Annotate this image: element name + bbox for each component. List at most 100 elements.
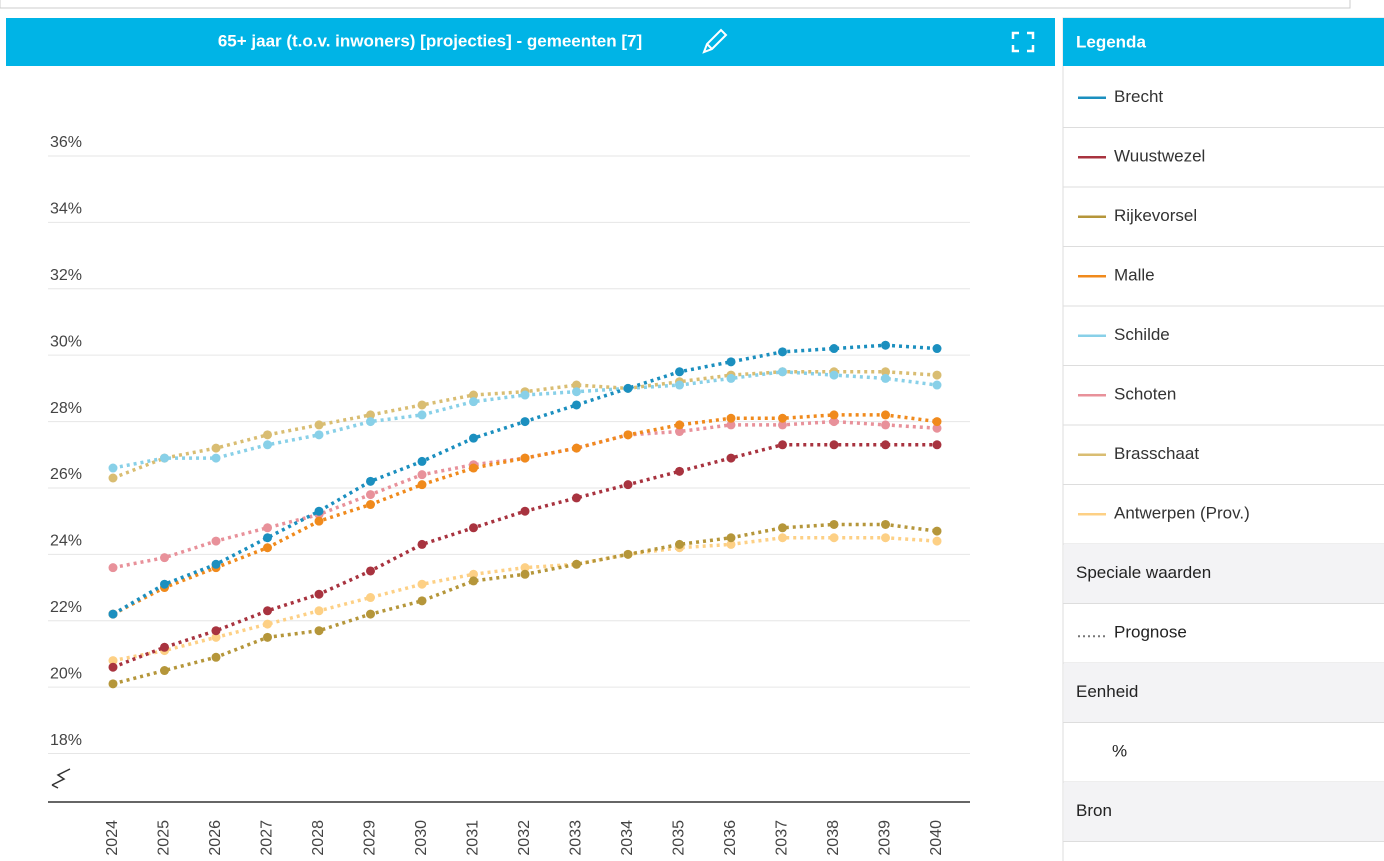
- data-point: [108, 473, 118, 483]
- legend-panel: [1062, 17, 1384, 861]
- x-tick-label: 2034: [619, 820, 636, 856]
- data-point: [932, 440, 942, 450]
- legend-text: Speciale waarden: [1076, 563, 1211, 582]
- data-point: [726, 357, 736, 367]
- y-tick-label: 34%: [50, 201, 82, 218]
- data-point: [881, 340, 890, 350]
- legend-text: Bron: [1076, 801, 1112, 820]
- data-point: [726, 539, 736, 549]
- x-tick-label: 2025: [156, 820, 173, 856]
- data-point: [211, 536, 221, 546]
- data-point: [469, 397, 478, 407]
- data-point: [160, 453, 169, 463]
- data-point: [623, 383, 633, 393]
- x-tick-label: 2030: [413, 820, 430, 856]
- x-tick-label: 2039: [877, 820, 894, 856]
- data-point: [623, 480, 633, 490]
- data-point: [726, 453, 736, 463]
- data-point: [366, 593, 375, 603]
- legend-section-bg: [1064, 544, 1384, 604]
- data-point: [314, 420, 324, 430]
- data-point: [366, 410, 375, 420]
- data-point: [263, 533, 272, 543]
- chart-title: 65+ jaar (t.o.v. inwoners) [projecties] …: [218, 31, 642, 50]
- data-point: [211, 443, 221, 453]
- data-point: [366, 500, 375, 510]
- data-point: [417, 410, 427, 420]
- legend-entry: Schoten: [1114, 385, 1176, 404]
- data-point: [108, 463, 118, 473]
- legend-header: [1063, 18, 1384, 66]
- legend-entry: Schilde: [1114, 325, 1170, 344]
- data-point: [572, 380, 581, 390]
- data-point: [675, 427, 684, 437]
- data-point: [932, 526, 942, 536]
- x-tick-label: 2035: [671, 820, 688, 856]
- top-input-edge: [0, 0, 1351, 9]
- data-point: [932, 380, 942, 390]
- data-point: [778, 347, 787, 357]
- data-point: [623, 430, 633, 440]
- data-point: [263, 523, 272, 533]
- x-tick-label: 2040: [928, 820, 945, 856]
- data-point: [778, 413, 787, 423]
- data-point: [829, 417, 839, 427]
- data-point: [829, 533, 839, 543]
- x-tick-label: 2031: [465, 820, 482, 856]
- data-point: [932, 417, 942, 427]
- data-point: [211, 632, 221, 642]
- data-point: [263, 632, 272, 642]
- data-point: [881, 519, 890, 529]
- y-tick-label: 26%: [50, 466, 82, 483]
- edit-icon[interactable]: [702, 28, 728, 54]
- legend-text: Eenheid: [1076, 682, 1138, 701]
- legend-entry: Wuustwezel: [1114, 147, 1205, 166]
- series-line: [112, 522, 938, 686]
- data-point: [108, 656, 118, 666]
- data-point: [417, 579, 427, 589]
- data-point: [778, 367, 787, 377]
- x-tick-label: 2024: [104, 820, 121, 856]
- data-point: [778, 533, 787, 543]
- data-point: [572, 493, 581, 503]
- data-point: [881, 533, 890, 543]
- data-point: [469, 576, 478, 586]
- data-point: [932, 370, 942, 380]
- x-tick-label: 2036: [722, 820, 739, 856]
- data-point: [829, 519, 839, 529]
- data-point: [520, 563, 530, 573]
- chart-header: [6, 18, 1055, 66]
- data-point: [211, 652, 221, 662]
- x-tick-label: 2038: [825, 820, 842, 856]
- data-point: [520, 390, 530, 400]
- data-point: [211, 559, 221, 569]
- data-point: [726, 420, 736, 430]
- data-point: [675, 367, 684, 377]
- data-point: [366, 417, 375, 427]
- data-point: [778, 523, 787, 533]
- data-point: [263, 606, 272, 616]
- data-point: [108, 609, 118, 619]
- x-tick-label: 2027: [259, 820, 276, 856]
- data-point: [417, 596, 427, 606]
- data-point: [572, 559, 581, 569]
- data-point: [160, 579, 169, 589]
- data-point: [263, 430, 272, 440]
- data-point: [881, 440, 890, 450]
- data-point: [366, 490, 375, 500]
- data-point: [469, 569, 478, 579]
- data-point: [675, 466, 684, 476]
- x-tick-label: 2033: [568, 820, 585, 856]
- data-point: [932, 536, 942, 546]
- legend-text: Prognose: [1114, 623, 1187, 642]
- data-point: [417, 400, 427, 410]
- data-point: [572, 400, 581, 410]
- data-point: [778, 420, 787, 430]
- fullscreen-icon[interactable]: [1011, 31, 1035, 53]
- data-point: [417, 470, 427, 480]
- data-point: [520, 453, 530, 463]
- y-tick-label: 32%: [50, 267, 82, 284]
- legend-section-bg: [1064, 663, 1384, 723]
- y-tick-label: 18%: [50, 732, 82, 749]
